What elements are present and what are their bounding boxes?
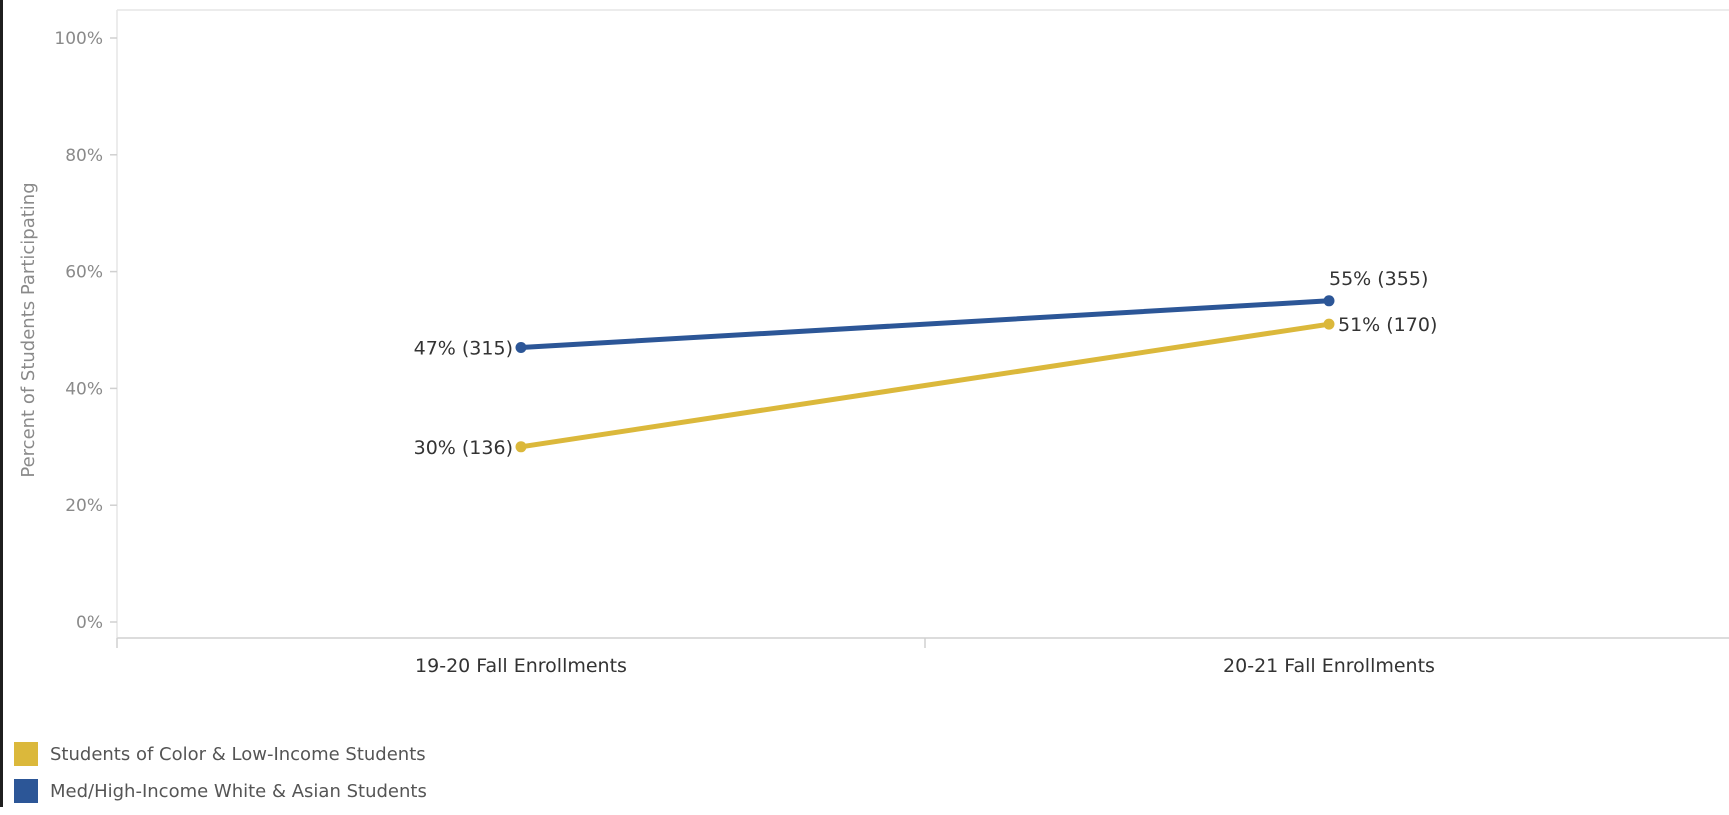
legend-swatch	[14, 742, 38, 766]
data-label: 51% (170)	[1338, 314, 1437, 336]
x-tick-label: 20-21 Fall Enrollments	[1223, 655, 1435, 677]
y-tick-label: 0%	[76, 613, 103, 633]
y-tick-label: 100%	[54, 29, 103, 49]
data-label: 30% (136)	[414, 437, 513, 459]
y-tick-label: 60%	[65, 263, 103, 283]
series-layer: 30% (136) 51% (170) 47% (315) 55% (355)	[414, 268, 1438, 459]
y-ticks: 0% 20% 40% 60% 80% 100%	[54, 29, 117, 633]
legend-swatch	[14, 779, 38, 803]
left-border	[0, 0, 3, 807]
series-line	[518, 298, 1332, 351]
data-point	[515, 342, 527, 354]
data-point	[515, 441, 527, 453]
y-tick-label: 40%	[65, 379, 103, 399]
legend-item[interactable]: Students of Color & Low-Income Students	[14, 741, 427, 767]
y-tick-label: 20%	[65, 496, 103, 516]
y-axis-label: Percent of Students Participating	[18, 182, 39, 477]
x-ticks: 19-20 Fall Enrollments 20-21 Fall Enrollm…	[116, 638, 1435, 677]
data-label: 47% (315)	[414, 338, 513, 360]
y-tick-label: 80%	[65, 146, 103, 166]
data-label: 55% (355)	[1329, 268, 1428, 290]
legend-label: Med/High-Income White & Asian Students	[50, 780, 427, 802]
legend: Students of Color & Low-Income Students …	[14, 741, 427, 815]
data-point	[1323, 318, 1335, 330]
series-line	[518, 321, 1332, 450]
x-tick-label: 19-20 Fall Enrollments	[415, 655, 627, 677]
legend-item[interactable]: Med/High-Income White & Asian Students	[14, 778, 427, 804]
data-point	[1323, 295, 1335, 307]
legend-label: Students of Color & Low-Income Students	[50, 743, 426, 765]
